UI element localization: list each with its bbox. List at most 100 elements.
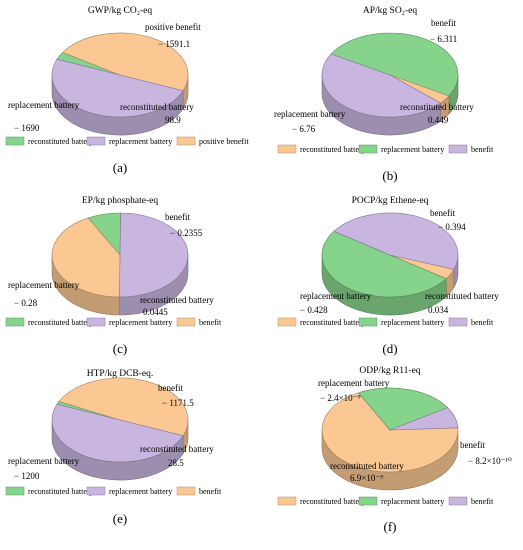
pie-slice-replacement-battery [321, 230, 447, 298]
slice-value-label: 0.0445 [143, 307, 168, 317]
pie-slice-benefit [51, 217, 121, 298]
legend-label: replacement battery [381, 145, 444, 154]
slice-label: replacement battery [300, 291, 372, 301]
pie-slice-replacement-battery [330, 32, 459, 97]
pie-slice-benefit [333, 212, 459, 270]
panel-label: (b) [382, 168, 397, 183]
legend-label: reconstituted battery [300, 497, 366, 506]
slice-value-label: 0.034 [428, 305, 449, 315]
pie-panel-4: POCP/kg Ethene-eq replacement battery − 0.… [277, 196, 499, 356]
slice-value-label: − 8.2×10⁻¹⁰ [468, 456, 512, 466]
slice-label: benefit [431, 18, 456, 28]
panel-label: (c) [113, 341, 127, 356]
legend-swatch [86, 317, 106, 327]
legend-swatch [176, 317, 196, 327]
slice-label: replacement battery [8, 100, 80, 110]
legend-swatch [358, 496, 378, 506]
legend-label: reconstituted battery [28, 318, 94, 327]
pie-slice-benefit [321, 53, 442, 118]
pie-panel-2: AP/kg SO₂-eq replacement battery − 6.76 rec… [274, 6, 494, 183]
pie-slice-reconstituted-battery [321, 392, 459, 473]
slice-value-label: 28.5 [168, 458, 184, 468]
pie-slice-replacement-battery [51, 58, 184, 118]
legend-label: reconstituted battery [28, 487, 94, 496]
slice-label: replacement battery [8, 280, 80, 290]
slice-label: benefit [165, 212, 190, 222]
chart-title: EP/kg phosphate-eq [82, 196, 159, 206]
panel-label: (a) [113, 160, 127, 175]
legend-label: reconstituted battery [300, 145, 366, 154]
slice-value-label: 98.9 [165, 115, 181, 125]
legend-label: reconstituted battery [28, 137, 94, 146]
pie-slice-benefit [389, 407, 459, 431]
slice-label: replacement battery [318, 378, 390, 388]
chart-legend: reconstituted battery replacement battery… [5, 317, 222, 327]
pie-panel-3: EP/kg phosphate-eq replacement battery − 0… [5, 196, 222, 356]
slice-value-label: − 1171.5 [162, 398, 194, 408]
pie-panel-6: ODP/kg R11-eq replacement battery − 2.4×10… [277, 366, 512, 534]
chart-legend: reconstituted battery replacement battery… [277, 496, 494, 506]
slice-label: benefit [460, 440, 485, 450]
legend-label: replacement battery [109, 137, 172, 146]
legend-label: replacement battery [109, 318, 172, 327]
slice-label: benefit [430, 208, 455, 218]
legend-label: benefit [471, 318, 494, 327]
legend-swatch [277, 317, 297, 327]
legend-swatch [448, 144, 468, 154]
legend-label: positive benefit [199, 137, 249, 146]
slice-value-label: − 6.311 [430, 34, 457, 44]
slice-value-label: 0.449 [428, 115, 449, 125]
chart-legend: reconstituted battery replacement battery… [277, 317, 494, 327]
legend-swatch [5, 317, 25, 327]
slice-value-label: 6.9×10⁻⁹ [350, 473, 383, 483]
slice-value-label: − 1591.1 [158, 39, 190, 49]
chart-title: AP/kg SO₂-eq [363, 6, 417, 16]
slice-label: reconstituted battery [140, 444, 214, 454]
legend-swatch [358, 144, 378, 154]
pie-slice-replacement-battery [51, 403, 184, 463]
legend-label: benefit [471, 497, 494, 506]
legend-swatch [176, 486, 196, 496]
chart-title: GWP/kg CO₂-eq [88, 6, 153, 16]
chart-title: POCP/kg Ethene-eq [352, 196, 429, 206]
legend-label: reconstituted battery [300, 318, 366, 327]
pie-slice-replacement-battery [118, 212, 189, 298]
legend-swatch [448, 496, 468, 506]
slice-value-label: − 0.28 [14, 298, 38, 308]
slice-value-label: − 0.2355 [170, 228, 203, 238]
chart-title: HTP/kg DCB-eq. [87, 369, 154, 379]
slice-value-label: − 0.428 [300, 305, 328, 315]
chart-legend: reconstituted battery replacement battery… [277, 144, 494, 154]
legend-swatch [176, 136, 196, 146]
chart-legend: reconstituted battery replacement battery… [5, 486, 222, 496]
slice-value-label: − 2.4×10⁻⁹ [320, 393, 361, 403]
slice-label: benefit [158, 383, 183, 393]
legend-swatch [86, 486, 106, 496]
legend-label: replacement battery [381, 497, 444, 506]
slice-label: replacement battery [8, 456, 80, 466]
slice-label: replacement battery [274, 109, 346, 119]
pie-slice-benefit [58, 377, 189, 437]
legend-label: replacement battery [109, 487, 172, 496]
legend-label: benefit [471, 145, 494, 154]
chart-title: ODP/kg R11-eq [359, 366, 420, 376]
pie-panel-1: GWP/kg CO₂-eq replacement battery − 1690 re… [5, 6, 249, 175]
panel-label: (e) [113, 511, 127, 526]
slice-value-label: − 0.394 [438, 222, 466, 232]
panel-label: (f) [384, 519, 397, 534]
legend-label: benefit [199, 487, 222, 496]
legend-label: benefit [199, 318, 222, 327]
chart-legend: reconstituted battery replacement battery… [5, 136, 249, 146]
slice-label: positive benefit [145, 22, 201, 32]
slice-value-label: − 1690 [14, 123, 40, 133]
slice-label: reconstituted battery [425, 291, 499, 301]
legend-swatch [448, 317, 468, 327]
slice-label: reconstituted battery [400, 102, 474, 112]
slice-value-label: − 6.76 [292, 124, 316, 134]
panel-label: (d) [382, 341, 397, 356]
legend-swatch [86, 136, 106, 146]
pie-slice-replacement-battery [358, 387, 449, 431]
pie-slice-positive-benefit [62, 32, 189, 92]
slice-label: reconstituted battery [330, 461, 404, 471]
